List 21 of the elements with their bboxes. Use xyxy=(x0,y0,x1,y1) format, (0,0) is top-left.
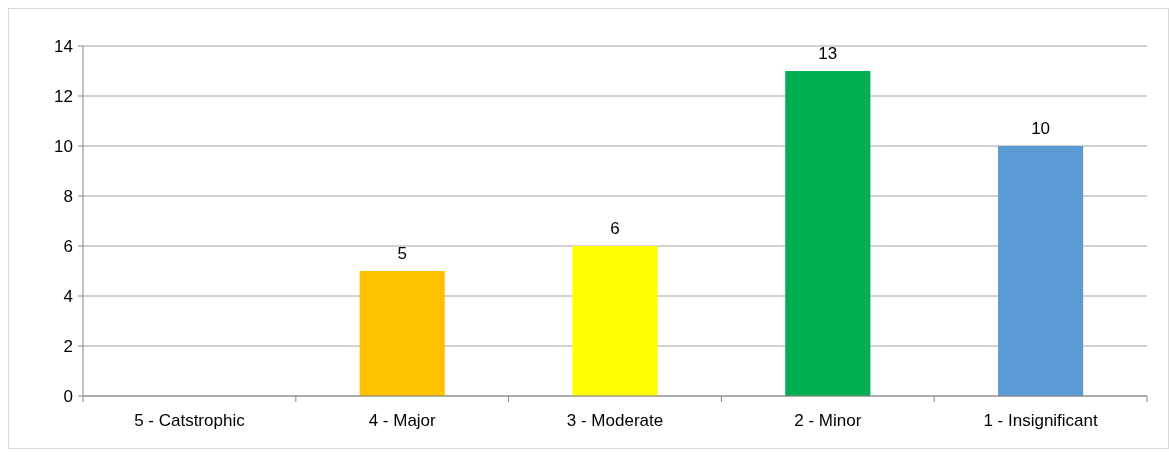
data-label: 10 xyxy=(1031,119,1051,138)
x-tick-label: 2 - Minor xyxy=(794,411,862,430)
y-tick-label: 10 xyxy=(54,136,73,156)
bar xyxy=(785,71,871,396)
y-tick-label: 0 xyxy=(63,386,73,406)
data-label: 13 xyxy=(818,44,838,63)
x-tick-label: 5 - Catstrophic xyxy=(134,411,246,430)
y-tick-label: 4 xyxy=(63,286,73,306)
y-tick-label: 14 xyxy=(54,36,73,56)
bar xyxy=(359,271,445,396)
bar xyxy=(998,146,1084,396)
x-tick-label: 3 - Moderate xyxy=(566,411,664,430)
bar xyxy=(572,246,658,396)
y-tick-label: 8 xyxy=(63,186,73,206)
x-tick-label: 4 - Major xyxy=(368,411,437,430)
y-tick-label: 12 xyxy=(54,86,73,106)
data-label: 6 xyxy=(610,219,620,238)
y-tick-label: 2 xyxy=(63,336,73,356)
y-tick-label: 6 xyxy=(63,236,73,256)
x-tick-label: 1 - Insignificant xyxy=(983,411,1099,430)
data-label: 5 xyxy=(397,244,407,263)
